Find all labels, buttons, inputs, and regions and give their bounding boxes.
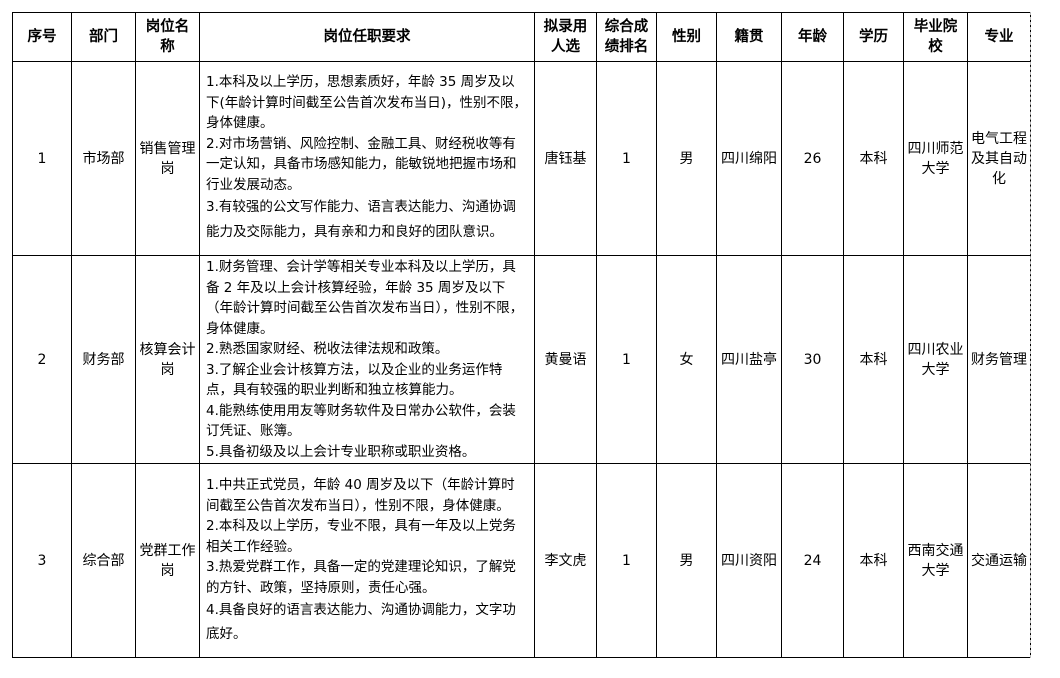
cell-dept: 综合部 bbox=[71, 463, 136, 658]
header-position: 岗位名称 bbox=[135, 12, 200, 62]
table-row: 3 综合部 党群工作岗 1.中共正式党员，年龄 40 周岁及以下（年龄计算时间截… bbox=[12, 463, 1031, 658]
cell-candidate: 黄曼语 bbox=[534, 255, 597, 464]
cell-dept: 财务部 bbox=[71, 255, 136, 464]
cell-requirements: 1.中共正式党员，年龄 40 周岁及以下（年龄计算时间截至公告首次发布当日），性… bbox=[199, 463, 535, 658]
recruitment-table: 序号 部门 岗位名称 岗位任职要求 拟录用人选 综合成绩排名 性别 籍贯 年龄 … bbox=[12, 12, 1031, 658]
requirement-item: 3.热爱党群工作，具备一定的党建理论知识，了解党的方针、政策，坚持原则，责任心强… bbox=[206, 559, 516, 596]
cell-no: 3 bbox=[12, 463, 72, 658]
cell-education: 本科 bbox=[843, 61, 904, 256]
table-row: 2 财务部 核算会计岗 1.财务管理、会计学等相关专业本科及以上学历，具备 2 … bbox=[12, 255, 1031, 464]
header-major: 专业 bbox=[967, 12, 1031, 62]
header-candidate: 拟录用人选 bbox=[534, 12, 597, 62]
page-edge-guide bbox=[1030, 12, 1031, 658]
table-row: 1 市场部 销售管理岗 1.本科及以上学历，思想素质好，年龄 35 周岁及以下(… bbox=[12, 61, 1031, 256]
cell-age: 24 bbox=[781, 463, 844, 658]
header-origin: 籍贯 bbox=[716, 12, 782, 62]
cell-no: 1 bbox=[12, 61, 72, 256]
header-gender: 性别 bbox=[656, 12, 717, 62]
header-row: 序号 部门 岗位名称 岗位任职要求 拟录用人选 综合成绩排名 性别 籍贯 年龄 … bbox=[12, 12, 1031, 62]
header-rank: 综合成绩排名 bbox=[596, 12, 657, 62]
requirement-item: 5.具备初级及以上会计专业职称或职业资格。 bbox=[206, 443, 476, 460]
cell-position: 核算会计岗 bbox=[135, 255, 200, 464]
cell-major: 财务管理 bbox=[967, 255, 1031, 464]
cell-gender: 男 bbox=[656, 463, 717, 658]
header-age: 年龄 bbox=[781, 12, 844, 62]
cell-rank: 1 bbox=[596, 255, 657, 464]
cell-education: 本科 bbox=[843, 463, 904, 658]
cell-major: 交通运输 bbox=[967, 463, 1031, 658]
requirement-item: 2.对市场营销、风险控制、金融工具、财经税收等有一定认知，具备市场感知能力，能敏… bbox=[206, 135, 517, 193]
cell-rank: 1 bbox=[596, 463, 657, 658]
header-education: 学历 bbox=[843, 12, 904, 62]
cell-gender: 男 bbox=[656, 61, 717, 256]
cell-major: 电气工程及其自动化 bbox=[967, 61, 1031, 256]
cell-origin: 四川绵阳 bbox=[716, 61, 782, 256]
cell-candidate: 李文虎 bbox=[534, 463, 597, 658]
cell-school: 西南交通大学 bbox=[903, 463, 968, 658]
requirement-item: 4.具备良好的语言表达能力、沟通协调能力，文字功底好。 bbox=[206, 602, 516, 642]
requirement-item: 2.本科及以上学历，专业不限，具有一年及以上党务相关工作经验。 bbox=[206, 518, 516, 555]
cell-position: 党群工作岗 bbox=[135, 463, 200, 658]
header-requirements: 岗位任职要求 bbox=[199, 12, 535, 62]
cell-gender: 女 bbox=[656, 255, 717, 464]
cell-age: 26 bbox=[781, 61, 844, 256]
cell-education: 本科 bbox=[843, 255, 904, 464]
requirement-item: 3.有较强的公文写作能力、语言表达能力、沟通协调能力及交际能力，具有亲和力和良好… bbox=[206, 199, 516, 240]
requirement-item: 2.熟悉国家财经、税收法律法规和政策。 bbox=[206, 341, 449, 357]
cell-school: 四川师范大学 bbox=[903, 61, 968, 256]
cell-position: 销售管理岗 bbox=[135, 61, 200, 256]
requirement-item: 1.中共正式党员，年龄 40 周岁及以下（年龄计算时间截至公告首次发布当日），性… bbox=[206, 477, 515, 514]
requirement-item: 4.能熟练使用用友等财务软件及日常办公软件，会装订凭证、账簿。 bbox=[206, 402, 516, 440]
cell-requirements: 1.本科及以上学历，思想素质好，年龄 35 周岁及以下(年龄计算时间截至公告首次… bbox=[199, 61, 535, 256]
cell-age: 30 bbox=[781, 255, 844, 464]
header-school: 毕业院校 bbox=[903, 12, 968, 62]
cell-origin: 四川资阳 bbox=[716, 463, 782, 658]
cell-candidate: 唐钰基 bbox=[534, 61, 597, 256]
requirement-item: 1.本科及以上学历，思想素质好，年龄 35 周岁及以下(年龄计算时间截至公告首次… bbox=[206, 74, 528, 131]
cell-dept: 市场部 bbox=[71, 61, 136, 256]
cell-no: 2 bbox=[12, 255, 72, 464]
requirement-item: 3.了解企业会计核算方法，以及企业的业务运作特点，具有较强的职业判断和独立核算能… bbox=[206, 361, 503, 399]
cell-rank: 1 bbox=[596, 61, 657, 256]
requirement-item: 1.财务管理、会计学等相关专业本科及以上学历，具备 2 年及以上会计核算经验，年… bbox=[206, 259, 524, 337]
cell-requirements: 1.财务管理、会计学等相关专业本科及以上学历，具备 2 年及以上会计核算经验，年… bbox=[199, 255, 535, 464]
cell-school: 四川农业大学 bbox=[903, 255, 968, 464]
header-no: 序号 bbox=[12, 12, 72, 62]
header-dept: 部门 bbox=[71, 12, 136, 62]
cell-origin: 四川盐亭 bbox=[716, 255, 782, 464]
